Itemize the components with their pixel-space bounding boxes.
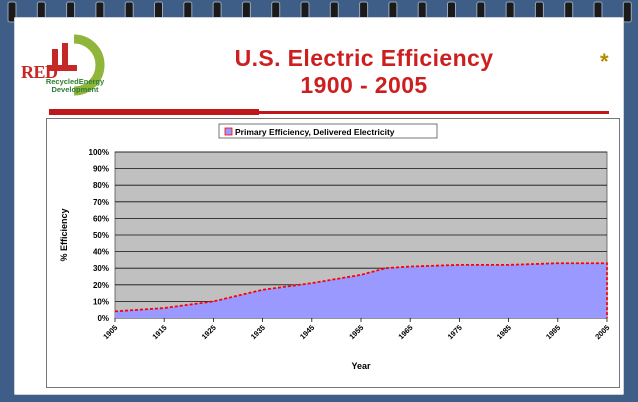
y-tick-label: 0% bbox=[97, 314, 109, 323]
legend-label: Primary Efficiency, Delivered Electricit… bbox=[235, 127, 395, 137]
chart-frame: Primary Efficiency, Delivered Electricit… bbox=[46, 118, 620, 388]
y-tick-label: 50% bbox=[93, 231, 109, 240]
logo-graphic bbox=[47, 34, 105, 96]
y-axis-ticks: 0% 10% 20% 30% 40% 50% 60% 70% 80% 90% 100% bbox=[89, 148, 109, 323]
y-tick-label: 20% bbox=[93, 281, 109, 290]
y-tick-label: 90% bbox=[93, 165, 109, 174]
x-tick-label: 1975 bbox=[446, 323, 464, 341]
x-tick-label: 1915 bbox=[150, 323, 168, 341]
x-tick-label: 1965 bbox=[396, 323, 414, 341]
x-tick-label: 1925 bbox=[200, 323, 218, 341]
y-tick-label: 80% bbox=[93, 181, 109, 190]
y-tick-label: 100% bbox=[89, 148, 109, 157]
title-rule bbox=[49, 111, 609, 114]
slide-title: U.S. Electric Efficiency 1900 - 2005 bbox=[154, 45, 574, 99]
x-tick-label: 1955 bbox=[347, 323, 365, 341]
x-tick-label: 1995 bbox=[544, 323, 562, 341]
x-tick-label: 1985 bbox=[495, 323, 513, 341]
x-tick-label: 1935 bbox=[249, 323, 267, 341]
x-tick-label: 1905 bbox=[101, 323, 119, 341]
logo-abbrev: RED bbox=[21, 62, 58, 82]
slide-title-line2: 1900 - 2005 bbox=[300, 72, 428, 98]
slide-title-line1: U.S. Electric Efficiency bbox=[234, 45, 494, 71]
logo-name-line2: Development bbox=[51, 85, 99, 94]
chart-legend: Primary Efficiency, Delivered Electricit… bbox=[218, 123, 438, 139]
legend-swatch bbox=[224, 127, 233, 136]
title-rule-thick bbox=[49, 109, 259, 115]
y-tick-label: 30% bbox=[93, 264, 109, 273]
y-axis-label: % Efficiency bbox=[59, 208, 69, 261]
y-tick-label: 70% bbox=[93, 198, 109, 207]
x-tick-label: 2005 bbox=[593, 323, 611, 341]
y-tick-label: 60% bbox=[93, 214, 109, 223]
x-tick-label: 1945 bbox=[298, 323, 316, 341]
efficiency-chart: Primary Efficiency, Delivered Electricit… bbox=[59, 123, 611, 371]
slide-card: RED RecycledEnergy Development U.S. Elec… bbox=[14, 17, 624, 395]
asterisk-mark: * bbox=[600, 49, 609, 74]
y-tick-label: 10% bbox=[93, 297, 109, 306]
efficiency-area bbox=[115, 263, 607, 318]
x-axis-label: Year bbox=[351, 361, 371, 371]
logo-name: RecycledEnergy Development bbox=[18, 78, 132, 94]
binder-ring bbox=[622, 1, 632, 23]
logo-name-line1: RecycledEnergy bbox=[45, 77, 105, 86]
x-axis-ticks: 1905 1915 1925 1935 1945 1955 1965 1975 1985 1995… bbox=[101, 318, 611, 341]
y-tick-label: 40% bbox=[93, 248, 109, 257]
efficiency-line bbox=[114, 262, 608, 318]
